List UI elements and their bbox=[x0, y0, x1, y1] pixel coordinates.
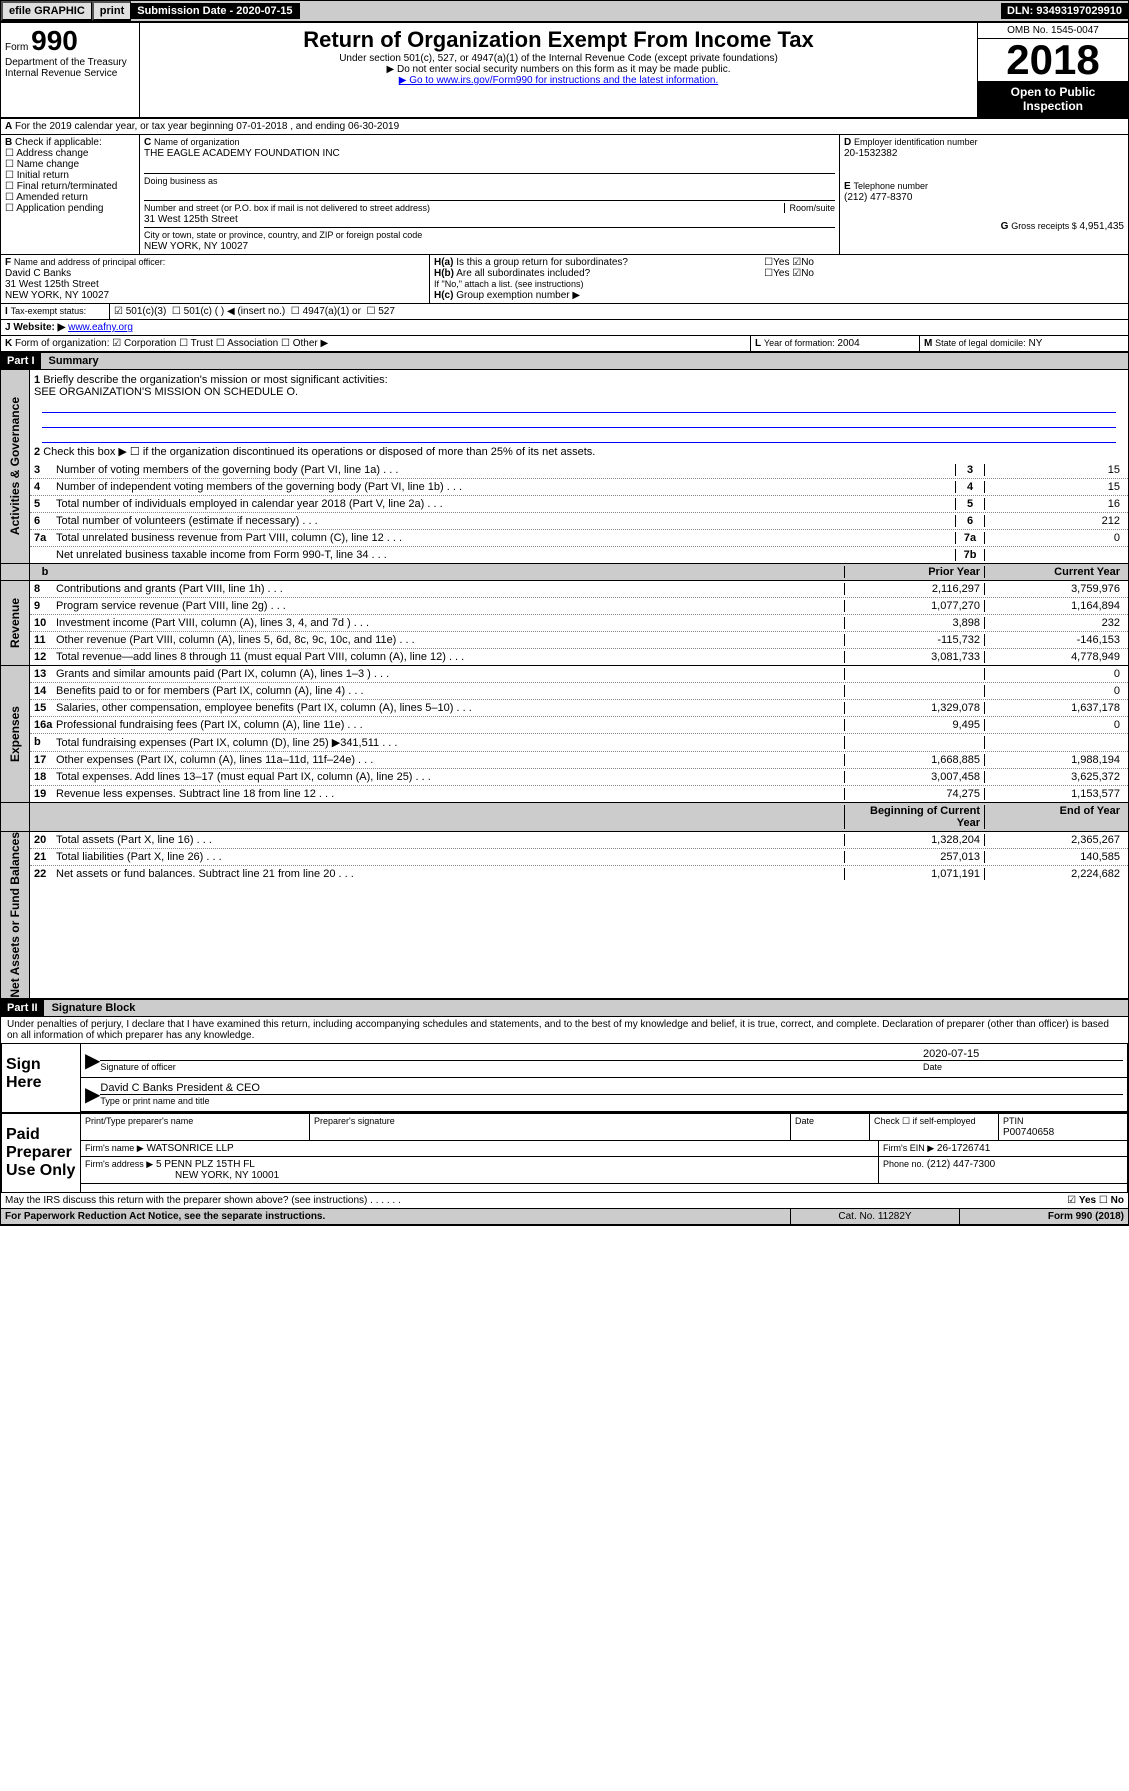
table-row: 12Total revenue—add lines 8 through 11 (… bbox=[30, 648, 1128, 665]
table-row: 21Total liabilities (Part X, line 26) . … bbox=[30, 848, 1128, 865]
ssn-warning: ▶ Do not enter social security numbers o… bbox=[144, 64, 973, 75]
table-row: 17Other expenses (Part IX, column (A), l… bbox=[30, 751, 1128, 768]
dln-label: DLN: 93493197029910 bbox=[1001, 3, 1128, 19]
table-row: 16aProfessional fundraising fees (Part I… bbox=[30, 716, 1128, 733]
table-row: 11Other revenue (Part VIII, column (A), … bbox=[30, 631, 1128, 648]
side-netassets: Net Assets or Fund Balances bbox=[8, 832, 22, 998]
box-l: L Year of formation: 2004 bbox=[751, 336, 920, 351]
side-expenses: Expenses bbox=[8, 706, 22, 762]
dept-label: Department of the Treasury bbox=[5, 57, 135, 68]
form-footer: Form 990 (2018) bbox=[960, 1209, 1128, 1224]
box-k: K Form of organization: ☑ Corporation ☐ … bbox=[1, 336, 751, 351]
box-i-label: I Tax-exempt status: bbox=[1, 304, 110, 319]
table-row: 18Total expenses. Add lines 13–17 (must … bbox=[30, 768, 1128, 785]
form-id-box: Form 990 Department of the Treasury Inte… bbox=[1, 23, 140, 117]
col-prior-year: Prior Year bbox=[844, 566, 984, 578]
form-word: Form bbox=[5, 42, 28, 53]
form-subtitle: Under section 501(c), 527, or 4947(a)(1)… bbox=[144, 53, 973, 64]
col-b: b bbox=[34, 566, 56, 578]
cat-no: Cat. No. 11282Y bbox=[791, 1209, 960, 1224]
sig-officer-label: Signature of officer bbox=[100, 1062, 175, 1072]
box-c: C Name of organizationTHE EAGLE ACADEMY … bbox=[140, 135, 840, 254]
submission-date: Submission Date - 2020-07-15 bbox=[131, 3, 299, 19]
part-ii-header: Part IISignature Block bbox=[1, 999, 1128, 1017]
table-row: 19Revenue less expenses. Subtract line 1… bbox=[30, 785, 1128, 802]
instructions-link[interactable]: ▶ Go to www.irs.gov/Form990 for instruct… bbox=[399, 75, 719, 86]
ptin-value: P00740658 bbox=[1003, 1127, 1054, 1138]
discuss-line: May the IRS discuss this return with the… bbox=[1, 1193, 1128, 1208]
officer-name: David C Banks President & CEO bbox=[100, 1082, 1123, 1095]
box-j: J Website: ▶ www.eafny.org bbox=[1, 320, 1128, 335]
table-row: 8Contributions and grants (Part VIII, li… bbox=[30, 581, 1128, 597]
paid-preparer-label: Paid Preparer Use Only bbox=[2, 1114, 81, 1192]
line2-text: Check this box ▶ ☐ if the organization d… bbox=[43, 446, 595, 458]
firm-addr: 5 PENN PLZ 15TH FL bbox=[156, 1159, 255, 1170]
form-990: Form 990 Department of the Treasury Inte… bbox=[0, 22, 1129, 1226]
col-current-year: Current Year bbox=[984, 566, 1124, 578]
table-row: 22Net assets or fund balances. Subtract … bbox=[30, 865, 1128, 882]
side-activities: Activities & Governance bbox=[8, 397, 22, 535]
print-button[interactable]: print bbox=[92, 1, 131, 21]
top-toolbar: efile GRAPHIC print Submission Date - 20… bbox=[0, 0, 1129, 22]
table-row: 13Grants and similar amounts paid (Part … bbox=[30, 666, 1128, 682]
sign-here-label: Sign Here bbox=[2, 1044, 81, 1112]
firm-phone: (212) 447-7300 bbox=[927, 1159, 995, 1170]
table-row: 14Benefits paid to or for members (Part … bbox=[30, 682, 1128, 699]
box-i-values: ☑ 501(c)(3) ☐ 501(c) ( ) ◀ (insert no.) … bbox=[110, 304, 1128, 319]
col-bcy: Beginning of Current Year bbox=[844, 805, 984, 829]
tax-year: 2018 bbox=[978, 39, 1128, 81]
firm-ein: 26-1726741 bbox=[937, 1143, 990, 1154]
line1-text: Briefly describe the organization's miss… bbox=[43, 374, 387, 386]
firm-name: WATSONRICE LLP bbox=[146, 1143, 233, 1154]
table-row: 9Program service revenue (Part VIII, lin… bbox=[30, 597, 1128, 614]
box-f: F Name and address of principal officer:… bbox=[1, 255, 430, 303]
side-revenue: Revenue bbox=[8, 598, 22, 648]
line1-value: SEE ORGANIZATION'S MISSION ON SCHEDULE O… bbox=[34, 386, 298, 398]
table-row: bTotal fundraising expenses (Part IX, co… bbox=[30, 733, 1128, 751]
part-i-header: Part ISummary bbox=[1, 352, 1128, 370]
box-h: H(a) Is this a group return for subordin… bbox=[430, 255, 818, 303]
table-row: 10Investment income (Part VIII, column (… bbox=[30, 614, 1128, 631]
efile-button[interactable]: efile GRAPHIC bbox=[1, 1, 92, 21]
open-to-public: Open to Public Inspection bbox=[978, 81, 1128, 117]
form-title: Return of Organization Exempt From Incom… bbox=[144, 27, 973, 53]
irs-label: Internal Revenue Service bbox=[5, 68, 135, 79]
pra-notice: For Paperwork Reduction Act Notice, see … bbox=[5, 1211, 325, 1222]
box-m: M State of legal domicile: NY bbox=[920, 336, 1128, 351]
website-link[interactable]: www.eafny.org bbox=[68, 322, 133, 333]
box-b: B Check if applicable: ☐ Address change☐… bbox=[1, 135, 140, 254]
perjury-text: Under penalties of perjury, I declare th… bbox=[1, 1017, 1128, 1043]
sig-date: 2020-07-15 bbox=[923, 1048, 1123, 1061]
line-a: A For the 2019 calendar year, or tax yea… bbox=[1, 119, 1128, 134]
table-row: 20Total assets (Part X, line 16) . . .1,… bbox=[30, 832, 1128, 848]
form-number: 990 bbox=[31, 25, 78, 56]
box-d-e-g: D Employer identification number20-15323… bbox=[840, 135, 1128, 254]
table-row: 15Salaries, other compensation, employee… bbox=[30, 699, 1128, 716]
col-eoy: End of Year bbox=[984, 805, 1124, 829]
